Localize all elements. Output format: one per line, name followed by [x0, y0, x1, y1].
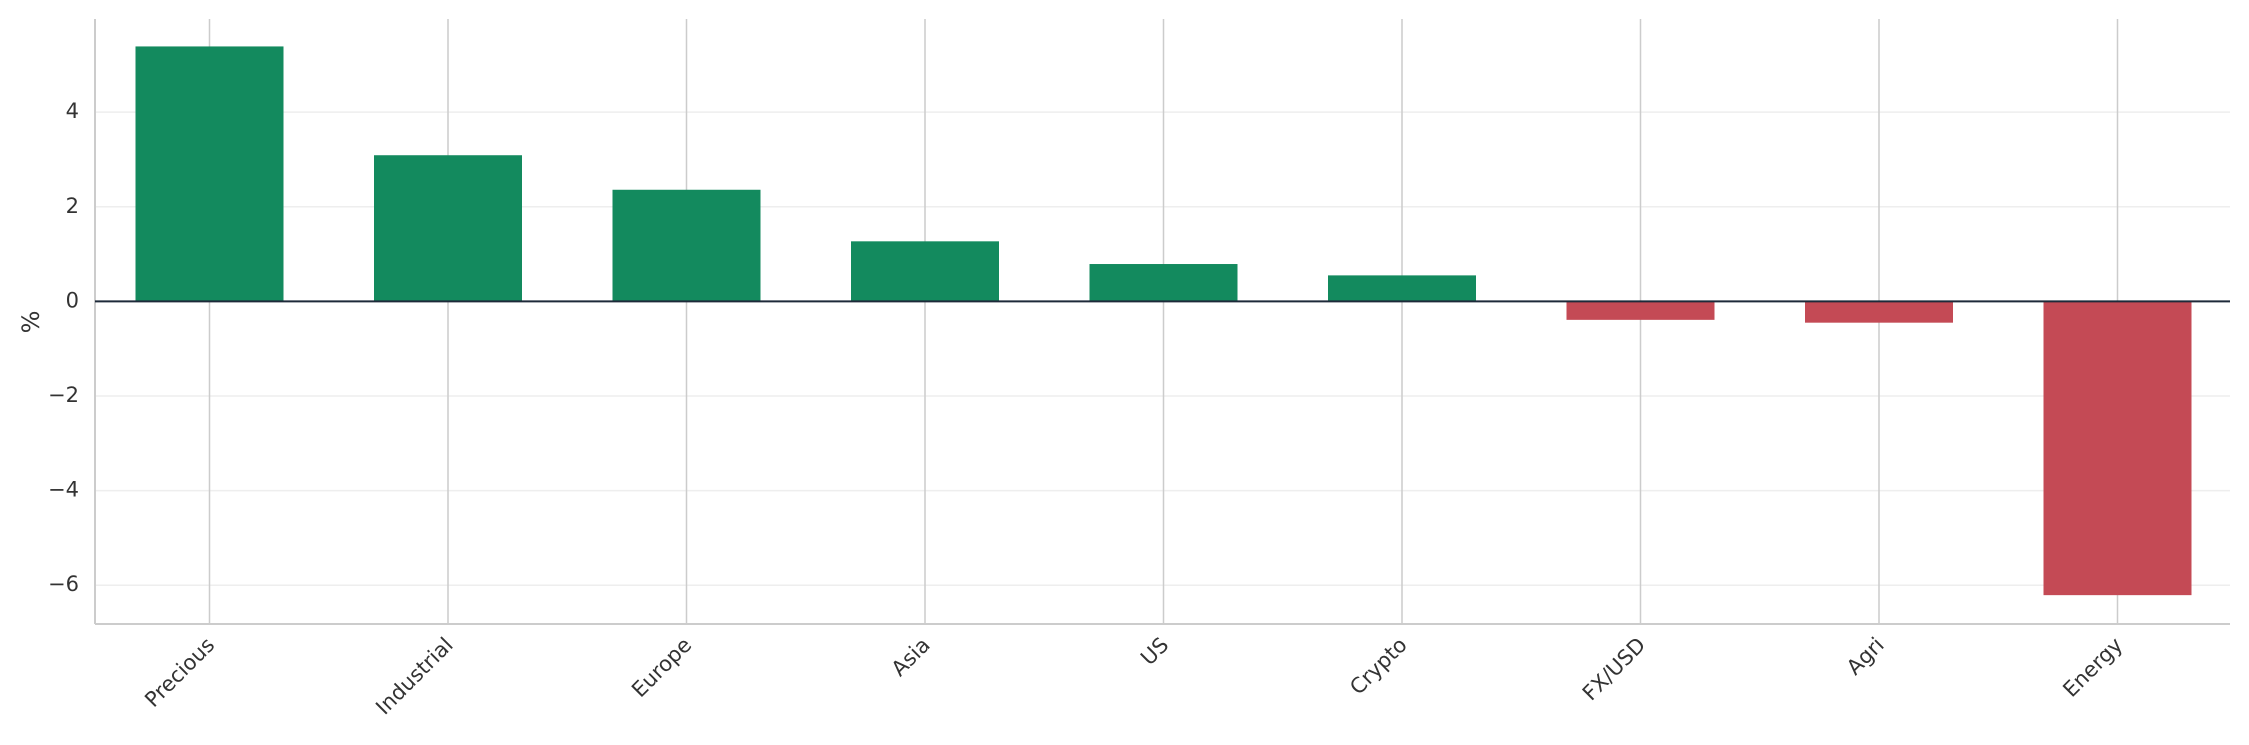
y-tick-label: −2	[48, 383, 79, 407]
bar	[612, 189, 761, 302]
bar	[851, 241, 999, 302]
x-tick-label: Energy	[2058, 633, 2127, 702]
bar	[374, 155, 522, 302]
y-tick-label: −6	[48, 572, 79, 596]
y-tick-label: 4	[66, 99, 79, 123]
y-tick-label: −4	[48, 478, 79, 502]
bar	[135, 46, 284, 302]
bar	[2043, 301, 2192, 596]
y-tick-label: 0	[66, 288, 79, 312]
bar	[1328, 275, 1476, 302]
bar	[1566, 301, 1715, 320]
x-tick-label: US	[1136, 633, 1173, 670]
x-tick-label: Precious	[140, 633, 219, 712]
x-tick-label: Asia	[887, 633, 935, 681]
x-tick-label: Europe	[627, 633, 696, 702]
x-tick-label: Crypto	[1345, 633, 1412, 700]
x-tick-label: FX/USD	[1578, 633, 1650, 705]
bar	[1805, 301, 1953, 323]
y-axis-label: %	[17, 311, 45, 334]
x-tick-label: Agri	[1842, 633, 1889, 680]
y-tick-label: 2	[66, 194, 79, 218]
bar	[1089, 264, 1238, 302]
x-tick-label: Industrial	[371, 633, 458, 720]
